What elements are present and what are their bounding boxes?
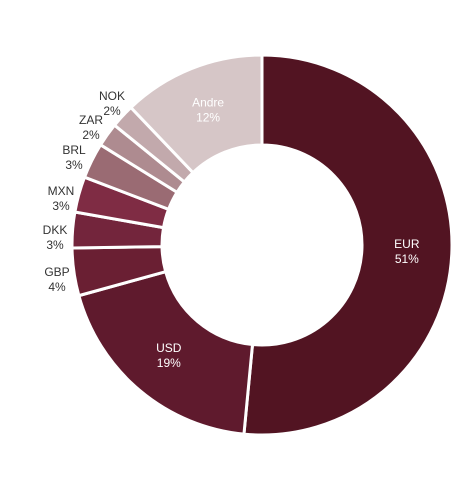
slice-label-nok: NOK: [99, 89, 125, 103]
slice-percent-andre: 12%: [196, 110, 220, 124]
slice-percent-brl: 3%: [65, 158, 83, 172]
slice-label-usd: USD: [156, 341, 182, 355]
slice-labels: EUR51%USD19%GBP4%DKK3%MXN3%BRL3%ZAR2%NOK…: [43, 89, 420, 370]
slice-percent-usd: 19%: [157, 356, 181, 370]
slice-percent-zar: 2%: [82, 128, 100, 142]
slice-percent-mxn: 3%: [52, 199, 70, 213]
slice-label-eur: EUR: [394, 237, 420, 251]
slice-label-andre: Andre: [192, 95, 224, 109]
slice-label-gbp: GBP: [44, 265, 69, 279]
slice-percent-dkk: 3%: [46, 238, 64, 252]
donut-slices: [70, 53, 454, 437]
slice-label-zar: ZAR: [79, 113, 103, 127]
slice-andre: [129, 53, 264, 175]
slice-percent-nok: 2%: [103, 104, 121, 118]
slice-eur: [242, 53, 454, 437]
slice-percent-gbp: 4%: [48, 280, 66, 294]
slice-label-brl: BRL: [62, 143, 86, 157]
slice-percent-eur: 51%: [395, 252, 419, 266]
slice-label-mxn: MXN: [48, 184, 75, 198]
slice-label-dkk: DKK: [43, 223, 68, 237]
slice-usd: [77, 270, 254, 436]
